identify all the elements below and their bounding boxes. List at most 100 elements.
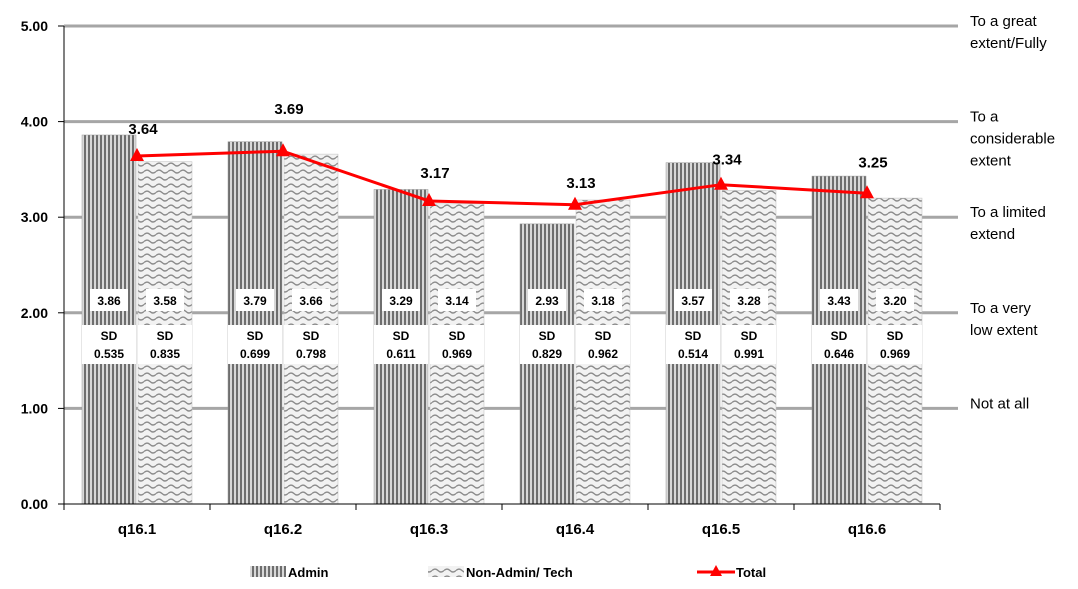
value-label-admin: 3.57 [681, 294, 705, 308]
y-tick-label: 0.00 [21, 496, 48, 512]
total-value-label: 3.13 [566, 175, 595, 192]
sd-heading-non-admin: SD [157, 329, 174, 343]
value-label-box-non-admin [876, 289, 914, 311]
sd-box-admin [666, 325, 720, 364]
sd-value-non-admin: 0.969 [442, 347, 472, 361]
legend: Admin Non-Admin/ Tech Total [250, 565, 766, 580]
value-label-box-admin [528, 289, 566, 311]
sd-heading-non-admin: SD [741, 329, 758, 343]
sd-heading-admin: SD [101, 329, 118, 343]
sd-value-non-admin: 0.835 [150, 347, 180, 361]
sd-value-non-admin: 0.991 [734, 347, 764, 361]
scale-label-line: extend [970, 226, 1015, 243]
total-marker [568, 196, 582, 210]
total-value-label: 3.69 [274, 101, 303, 118]
legend-label-admin: Admin [288, 565, 329, 580]
value-label-admin: 3.43 [827, 294, 851, 308]
sd-heading-non-admin: SD [887, 329, 904, 343]
x-tick-label: q16.1 [118, 521, 156, 538]
legend-label-non-admin: Non-Admin/ Tech [466, 565, 573, 580]
scale-label-line: extent [970, 153, 1012, 170]
value-label-box-non-admin [730, 289, 768, 311]
total-marker [860, 185, 874, 199]
sd-heading-admin: SD [539, 329, 556, 343]
value-label-box-admin [382, 289, 420, 311]
value-label-box-non-admin [584, 289, 622, 311]
value-label-non-admin: 3.28 [737, 294, 761, 308]
sd-value-non-admin: 0.798 [296, 347, 326, 361]
total-value-label: 3.17 [420, 165, 449, 182]
value-label-box-non-admin [292, 289, 330, 311]
scale-label-line: To a very [970, 300, 1031, 317]
sd-value-admin: 0.829 [532, 347, 562, 361]
sd-value-admin: 0.535 [94, 347, 124, 361]
scale-label-line: To a great [970, 13, 1038, 30]
x-tick-label: q16.5 [702, 521, 740, 538]
sd-box-non-admin [138, 325, 192, 364]
y-tick-label: 4.00 [21, 114, 48, 130]
value-label-non-admin: 3.14 [445, 294, 469, 308]
total-marker [276, 143, 290, 157]
axes: 0.00 1.00 2.00 3.00 4.00 5.00 q16.1 q16.2 q16.3 q… [21, 18, 941, 538]
sd-value-admin: 0.646 [824, 347, 854, 361]
sd-value-admin: 0.611 [386, 347, 416, 361]
y-tick-label: 3.00 [21, 209, 48, 225]
value-label-box-admin [820, 289, 858, 311]
legend-swatch-non-admin [428, 566, 464, 577]
sd-box-non-admin [868, 325, 922, 364]
sd-box-non-admin [284, 325, 338, 364]
scale-labels: To a great extent/Fully To a considerable ex… [970, 13, 1055, 412]
total-value-label: 3.25 [858, 154, 887, 171]
sd-value-admin: 0.699 [240, 347, 270, 361]
total-marker [422, 192, 436, 206]
y-tick-label: 1.00 [21, 400, 48, 416]
scale-label-line: extent/Fully [970, 35, 1047, 52]
value-label-admin: 3.86 [97, 294, 121, 308]
value-label-box-admin [674, 289, 712, 311]
sd-heading-non-admin: SD [595, 329, 612, 343]
bar-admin [81, 134, 137, 505]
value-label-admin: 3.79 [243, 294, 267, 308]
y-tick-label: 5.00 [21, 18, 48, 34]
sd-box-non-admin [430, 325, 484, 364]
total-marker [714, 176, 728, 190]
sd-box-admin [520, 325, 574, 364]
value-label-box-non-admin [146, 289, 184, 311]
sd-heading-admin: SD [831, 329, 848, 343]
sd-heading-admin: SD [393, 329, 410, 343]
sd-box-admin [812, 325, 866, 364]
value-label-non-admin: 3.20 [883, 294, 907, 308]
value-label-box-non-admin [438, 289, 476, 311]
value-label-non-admin: 3.18 [591, 294, 615, 308]
sd-value-non-admin: 0.962 [588, 347, 618, 361]
gridlines [64, 24, 958, 410]
total-marker [130, 148, 144, 162]
sd-box-admin [228, 325, 282, 364]
sd-box-non-admin [722, 325, 776, 364]
sd-value-non-admin: 0.969 [880, 347, 910, 361]
value-label-box-admin [90, 289, 128, 311]
total-value-label: 3.64 [128, 121, 158, 138]
total-line: 3.64 3.69 3.17 3.13 3.34 3.25 [128, 101, 888, 210]
scale-label-line: Not at all [970, 395, 1029, 412]
sd-box-non-admin [576, 325, 630, 364]
value-label-admin: 3.29 [389, 294, 413, 308]
legend-swatch-total-marker [710, 565, 722, 576]
sd-value-admin: 0.514 [678, 347, 708, 361]
sd-heading-admin: SD [247, 329, 264, 343]
sd-heading-non-admin: SD [449, 329, 466, 343]
scale-label-line: low extent [970, 322, 1038, 339]
bar-labels: 3.86 SD 0.535 3.58 SD 0.835 3.79 SD 0.699 3.66 SD 0… [82, 289, 922, 364]
value-label-admin: 2.93 [535, 294, 559, 308]
sd-box-admin [374, 325, 428, 364]
x-tick-label: q16.4 [556, 521, 595, 538]
value-label-non-admin: 3.58 [153, 294, 177, 308]
legend-label-total: Total [736, 565, 766, 580]
sd-heading-admin: SD [685, 329, 702, 343]
value-label-non-admin: 3.66 [299, 294, 323, 308]
sd-heading-non-admin: SD [303, 329, 320, 343]
y-tick-label: 2.00 [21, 305, 48, 321]
sd-box-admin [82, 325, 136, 364]
x-tick-label: q16.3 [410, 521, 448, 538]
